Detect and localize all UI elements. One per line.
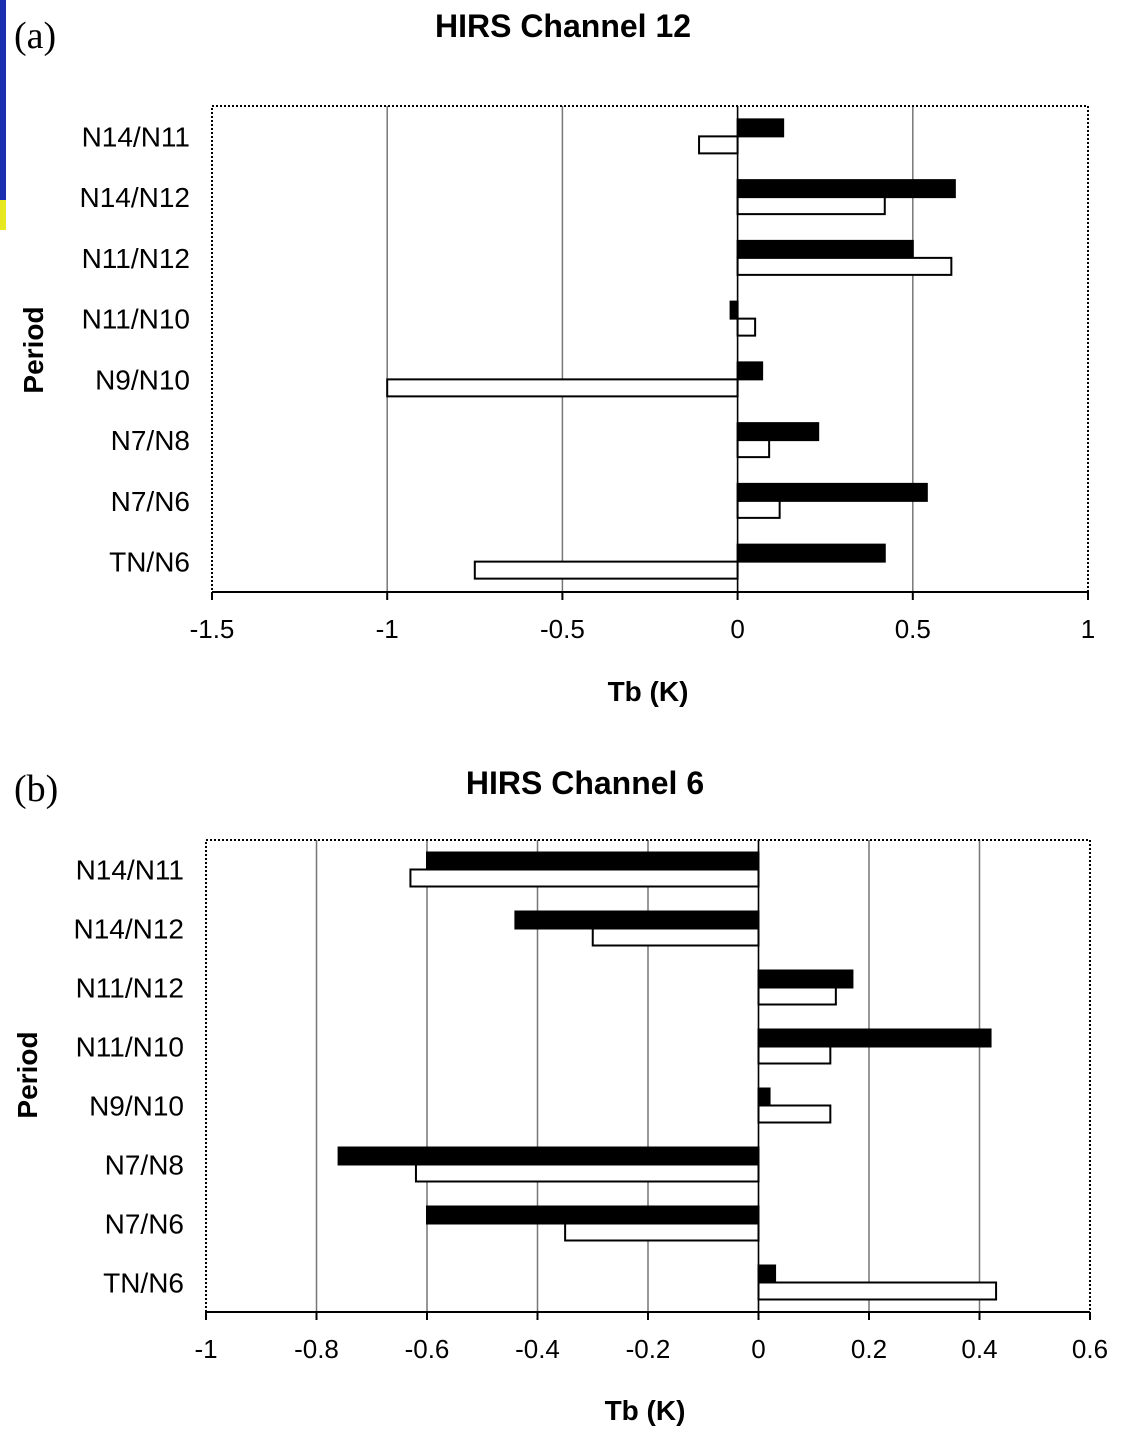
- category-label: TN/N6: [103, 1268, 184, 1299]
- bar-open: [736, 256, 953, 276]
- bar-filled: [757, 969, 854, 989]
- x-tick-label: -0.8: [294, 1334, 339, 1364]
- bar-chart-plot: -1 -0.8 -0.6 -0.4 -0.2 0 0.2 0.4 0.6 N14/N11 N14/N…: [73, 839, 1108, 1364]
- panel-label: (a): [14, 15, 57, 57]
- x-tick-label: -1: [194, 1334, 217, 1364]
- bar-open: [736, 439, 771, 459]
- bar-filled: [736, 118, 785, 138]
- bar-open: [698, 135, 739, 155]
- bar-filled: [757, 1028, 992, 1048]
- category-label: N11/N12: [76, 973, 184, 1004]
- category-label: TN/N6: [109, 547, 190, 578]
- bar-open: [564, 1222, 760, 1242]
- bar-open: [757, 1104, 832, 1124]
- x-tick-label: -1.5: [190, 614, 235, 644]
- category-label: N7/N8: [111, 425, 190, 456]
- bar-filled: [736, 361, 764, 381]
- x-tick-label: 0.2: [851, 1334, 887, 1364]
- x-tick-label: 0: [751, 1334, 765, 1364]
- x-tick-label: 0.4: [961, 1334, 997, 1364]
- category-label: N14/N11: [76, 855, 184, 886]
- category-label: N9/N10: [89, 1091, 184, 1122]
- bar-filled: [736, 422, 820, 442]
- chart-title: HIRS Channel 12: [434, 8, 692, 44]
- bar-filled: [736, 543, 886, 563]
- category-label: N11/N12: [82, 243, 190, 274]
- bar-open: [736, 317, 757, 337]
- x-tick-label: -1: [376, 614, 399, 644]
- bar-open: [757, 986, 837, 1006]
- bar-open: [591, 927, 760, 947]
- x-tick-label: -0.2: [626, 1334, 671, 1364]
- bar-open: [386, 378, 739, 398]
- bar-open: [409, 868, 760, 888]
- chart-panel-b: (b) HIRS Channel 6 Period Tb (K) -1 -0.8-…: [0, 755, 1126, 1434]
- x-tick-label: 0.5: [895, 614, 931, 644]
- left-edge-decoration-accent: [0, 200, 6, 230]
- category-label: N14/N12: [79, 182, 190, 213]
- bar-filled: [729, 300, 739, 320]
- chart-panel-a: (a) HIRS Channel 12 Period Tb (K) -1.5 -1…: [14, 8, 1095, 707]
- x-tick-label: 0: [730, 614, 744, 644]
- panel-label: (b): [14, 768, 59, 810]
- bar-filled: [736, 482, 928, 502]
- left-edge-decoration: [0, 0, 6, 200]
- category-label: N7/N8: [105, 1150, 184, 1181]
- category-label: N14/N11: [82, 121, 190, 152]
- bar-filled: [736, 239, 914, 259]
- bar-open: [757, 1281, 998, 1301]
- x-tick-label: -0.6: [405, 1334, 450, 1364]
- bar-open: [736, 196, 886, 216]
- category-label: N14/N12: [73, 914, 184, 945]
- bar-open: [736, 499, 781, 519]
- x-tick-label: -0.5: [540, 614, 585, 644]
- bar-filled: [337, 1146, 760, 1166]
- category-label: N7/N6: [105, 1209, 184, 1240]
- bar-open: [414, 1163, 760, 1183]
- bar-open: [757, 1045, 832, 1065]
- bar-filled: [426, 1205, 760, 1225]
- chart-title: HIRS Channel 6: [465, 765, 705, 801]
- bar-filled: [757, 1264, 777, 1284]
- x-tick-label: 1: [1081, 614, 1095, 644]
- category-label: N11/N10: [76, 1032, 184, 1063]
- category-label: N9/N10: [95, 364, 190, 395]
- x-tick-label: -0.4: [515, 1334, 560, 1364]
- category-label: N11/N10: [82, 304, 190, 335]
- x-axis-label: Tb (K): [607, 676, 689, 707]
- x-tick-label: 0.6: [1072, 1334, 1108, 1364]
- category-label: N7/N6: [111, 486, 190, 517]
- bar-filled: [514, 910, 760, 930]
- bar-chart-plot: -1.5 -1 -0.5 0 0.5 1 N14/N11 N14/N12 N11/N12 N11/…: [79, 105, 1095, 644]
- bar-filled: [757, 1087, 771, 1107]
- bar-filled: [426, 851, 760, 871]
- x-axis-label: Tb (K): [604, 1395, 686, 1426]
- bar-open: [473, 560, 739, 580]
- plot-border: [211, 105, 1089, 593]
- bar-filled: [736, 179, 956, 199]
